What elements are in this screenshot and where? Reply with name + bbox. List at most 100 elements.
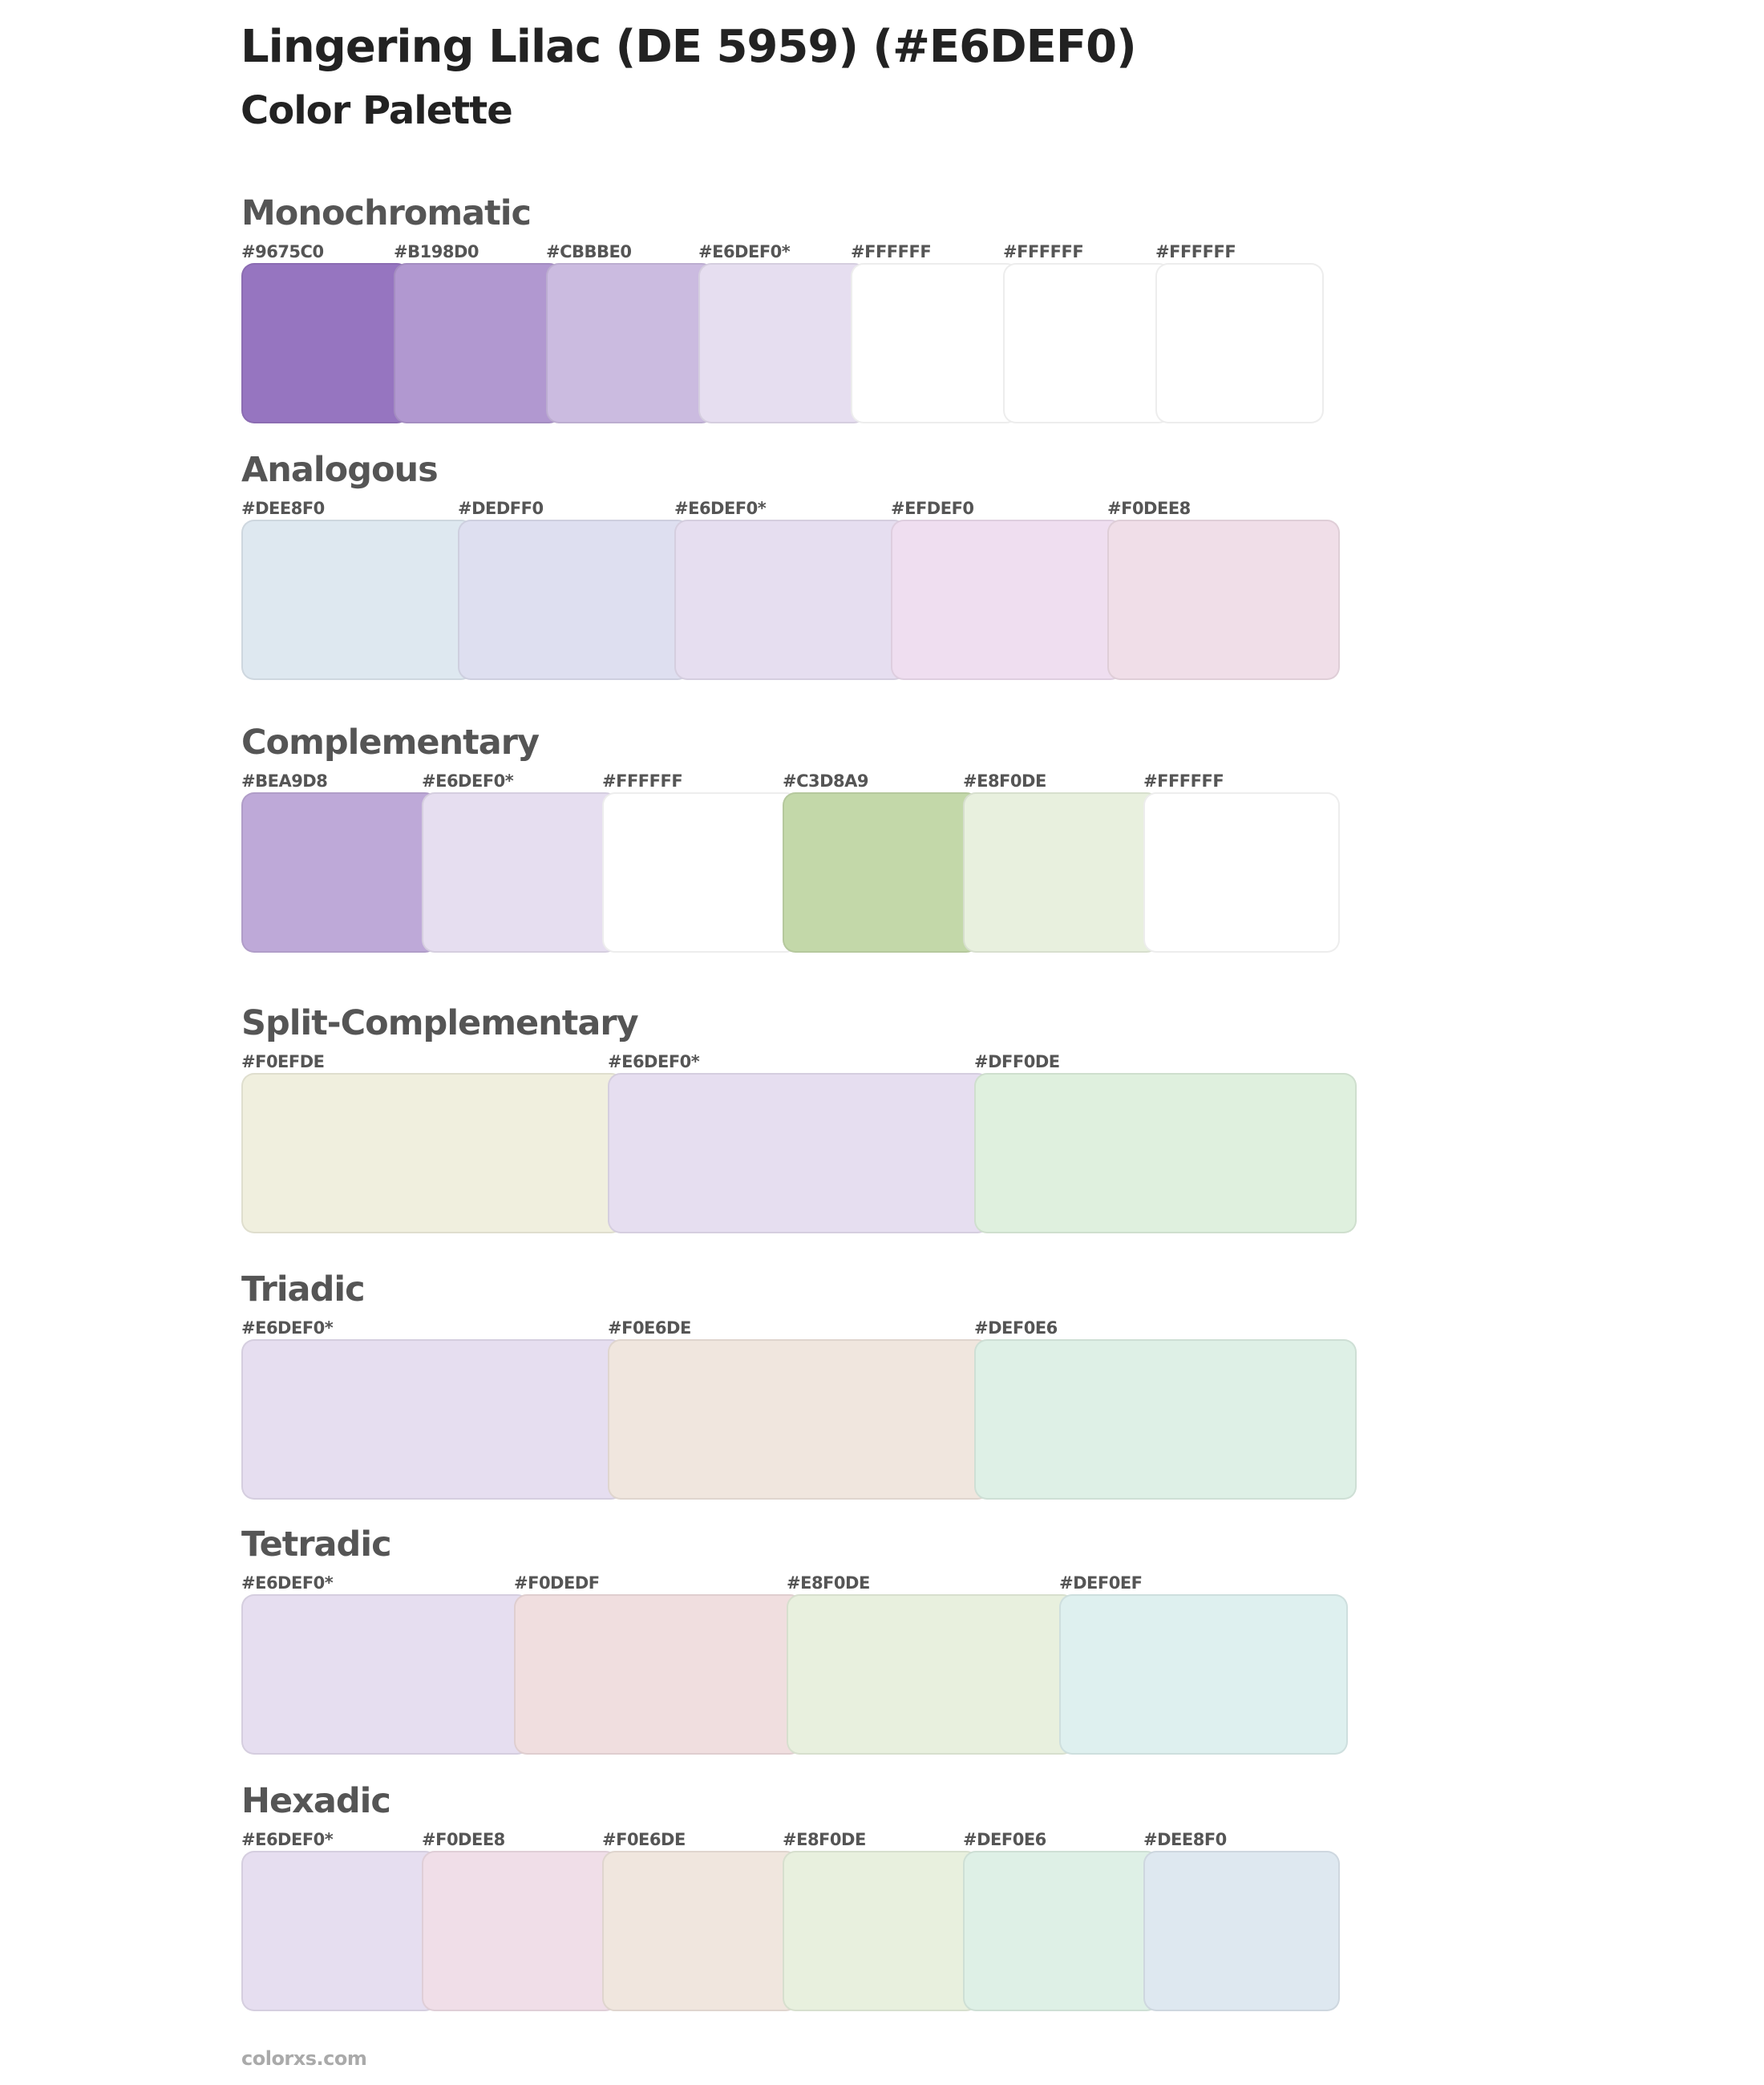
section-title: Analogous bbox=[241, 450, 439, 490]
swatch-color-block[interactable] bbox=[674, 520, 907, 680]
color-swatch[interactable]: #E8F0DE bbox=[963, 771, 1159, 953]
swatch-color-block[interactable] bbox=[608, 1339, 990, 1500]
swatch-color-block[interactable] bbox=[891, 520, 1123, 680]
swatch-color-block[interactable] bbox=[1107, 520, 1340, 680]
color-swatch[interactable]: #DEF0E6 bbox=[963, 1830, 1159, 2011]
color-swatch[interactable]: #E6DEF0* bbox=[241, 1573, 530, 1755]
swatch-color-block[interactable] bbox=[1143, 1851, 1340, 2011]
color-swatch[interactable]: #F0E6DE bbox=[608, 1318, 990, 1500]
swatch-hex-label: #E6DEF0* bbox=[674, 499, 767, 518]
swatch-color-block[interactable] bbox=[241, 1073, 624, 1233]
swatch-color-block[interactable] bbox=[394, 263, 562, 423]
color-swatch[interactable]: #BEA9D8 bbox=[241, 771, 438, 953]
swatch-hex-label: #BEA9D8 bbox=[241, 771, 328, 791]
color-swatch[interactable]: #FFFFFF bbox=[851, 242, 1019, 423]
color-swatch[interactable]: #F0DEE8 bbox=[422, 1830, 618, 2011]
swatch-color-block[interactable] bbox=[241, 792, 438, 953]
color-swatch[interactable]: #FFFFFF bbox=[1155, 242, 1324, 423]
color-swatch[interactable]: #F0DEDF bbox=[514, 1573, 803, 1755]
swatch-color-block[interactable] bbox=[698, 263, 867, 423]
swatch-strip: #9675C0 #B198D0 #CBBBE0 #E6DEF0* #FFFFFF #FFF… bbox=[241, 242, 1364, 423]
swatch-hex-label: #DEDFF0 bbox=[458, 499, 544, 518]
color-swatch[interactable]: #F0E6DE bbox=[602, 1830, 799, 2011]
color-swatch[interactable]: #FFFFFF bbox=[1143, 771, 1340, 953]
swatch-hex-label: #DEF0EF bbox=[1059, 1573, 1143, 1593]
swatch-color-block[interactable] bbox=[241, 520, 474, 680]
swatch-color-block[interactable] bbox=[1155, 263, 1324, 423]
swatch-color-block[interactable] bbox=[422, 1851, 618, 2011]
swatch-hex-label: #DEF0E6 bbox=[974, 1318, 1058, 1338]
color-swatch[interactable]: #DEE8F0 bbox=[1143, 1830, 1340, 2011]
color-swatch[interactable]: #E8F0DE bbox=[787, 1573, 1075, 1755]
color-swatch[interactable]: #B198D0 bbox=[394, 242, 562, 423]
swatch-color-block[interactable] bbox=[514, 1594, 803, 1755]
swatch-color-block[interactable] bbox=[241, 263, 410, 423]
section-hexadic: Hexadic #E6DEF0* #F0DEE8 #F0E6DE #E8F0DE #DEF… bbox=[241, 1779, 1364, 2019]
swatch-hex-label: #CBBBE0 bbox=[546, 242, 632, 261]
swatch-strip: #E6DEF0* #F0DEDF #E8F0DE #DEF0EF bbox=[241, 1573, 1364, 1755]
swatch-hex-label: #F0E6DE bbox=[602, 1830, 686, 1849]
color-swatch[interactable]: #DFF0DE bbox=[974, 1052, 1357, 1233]
color-swatch[interactable]: #DEF0E6 bbox=[974, 1318, 1357, 1500]
swatch-hex-label: #DFF0DE bbox=[974, 1052, 1060, 1071]
color-swatch[interactable]: #FFFFFF bbox=[1003, 242, 1171, 423]
swatch-color-block[interactable] bbox=[783, 1851, 979, 2011]
swatch-color-block[interactable] bbox=[602, 792, 799, 953]
swatch-color-block[interactable] bbox=[783, 792, 979, 953]
section-monochromatic: Monochromatic #9675C0 #B198D0 #CBBBE0 #E6DEF… bbox=[241, 191, 1364, 431]
site-credit[interactable]: colorxs.com bbox=[241, 2047, 367, 2070]
page-title: Lingering Lilac (DE 5959) (#E6DEF0) bbox=[241, 21, 1137, 73]
swatch-color-block[interactable] bbox=[851, 263, 1019, 423]
swatch-strip: #E6DEF0* #F0E6DE #DEF0E6 bbox=[241, 1318, 1364, 1500]
color-swatch[interactable]: #9675C0 bbox=[241, 242, 410, 423]
color-swatch[interactable]: #DEDFF0 bbox=[458, 499, 690, 680]
color-swatch[interactable]: #E6DEF0* bbox=[241, 1318, 624, 1500]
swatch-color-block[interactable] bbox=[1143, 792, 1340, 953]
color-swatch[interactable]: #DEF0EF bbox=[1059, 1573, 1348, 1755]
swatch-hex-label: #F0EFDE bbox=[241, 1052, 325, 1071]
color-swatch[interactable]: #E8F0DE bbox=[783, 1830, 979, 2011]
swatch-strip: #BEA9D8 #E6DEF0* #FFFFFF #C3D8A9 #E8F0DE #FFF… bbox=[241, 771, 1364, 953]
swatch-color-block[interactable] bbox=[602, 1851, 799, 2011]
swatch-hex-label: #FFFFFF bbox=[1155, 242, 1236, 261]
color-swatch[interactable]: #C3D8A9 bbox=[783, 771, 979, 953]
color-swatch[interactable]: #F0DEE8 bbox=[1107, 499, 1340, 680]
swatch-color-block[interactable] bbox=[963, 1851, 1159, 2011]
swatch-color-block[interactable] bbox=[241, 1339, 624, 1500]
swatch-strip: #DEE8F0 #DEDFF0 #E6DEF0* #EFDEF0 #F0DEE8 bbox=[241, 499, 1364, 680]
color-swatch[interactable]: #F0EFDE bbox=[241, 1052, 624, 1233]
color-swatch[interactable]: #E6DEF0* bbox=[422, 771, 618, 953]
swatch-color-block[interactable] bbox=[241, 1594, 530, 1755]
color-swatch[interactable]: #FFFFFF bbox=[602, 771, 799, 953]
section-complementary: Complementary #BEA9D8 #E6DEF0* #FFFFFF #C3D8… bbox=[241, 720, 1364, 961]
swatch-color-block[interactable] bbox=[787, 1594, 1075, 1755]
swatch-strip: #F0EFDE #E6DEF0* #DFF0DE bbox=[241, 1052, 1364, 1233]
swatch-color-block[interactable] bbox=[608, 1073, 990, 1233]
swatch-color-block[interactable] bbox=[458, 520, 690, 680]
color-swatch[interactable]: #CBBBE0 bbox=[546, 242, 714, 423]
color-swatch[interactable]: #E6DEF0* bbox=[698, 242, 867, 423]
section-triadic: Triadic #E6DEF0* #F0E6DE #DEF0E6 bbox=[241, 1267, 1364, 1508]
color-swatch[interactable]: #DEE8F0 bbox=[241, 499, 474, 680]
swatch-hex-label: #E6DEF0* bbox=[422, 771, 514, 791]
swatch-color-block[interactable] bbox=[422, 792, 618, 953]
color-swatch[interactable]: #E6DEF0* bbox=[674, 499, 907, 680]
swatch-color-block[interactable] bbox=[974, 1073, 1357, 1233]
swatch-hex-label: #F0DEE8 bbox=[1107, 499, 1191, 518]
color-swatch[interactable]: #E6DEF0* bbox=[608, 1052, 990, 1233]
swatch-color-block[interactable] bbox=[546, 263, 714, 423]
swatch-hex-label: #E8F0DE bbox=[787, 1573, 870, 1593]
swatch-hex-label: #E6DEF0* bbox=[241, 1830, 334, 1849]
color-swatch[interactable]: #E6DEF0* bbox=[241, 1830, 438, 2011]
swatch-color-block[interactable] bbox=[1059, 1594, 1348, 1755]
section-title: Split-Complementary bbox=[241, 1003, 639, 1043]
swatch-color-block[interactable] bbox=[1003, 263, 1171, 423]
swatch-color-block[interactable] bbox=[974, 1339, 1357, 1500]
swatch-hex-label: #F0E6DE bbox=[608, 1318, 691, 1338]
swatch-hex-label: #9675C0 bbox=[241, 242, 324, 261]
section-split-complementary: Split-Complementary #F0EFDE #E6DEF0* #DFF0D… bbox=[241, 1001, 1364, 1241]
color-swatch[interactable]: #EFDEF0 bbox=[891, 499, 1123, 680]
swatch-hex-label: #FFFFFF bbox=[1003, 242, 1084, 261]
swatch-color-block[interactable] bbox=[963, 792, 1159, 953]
swatch-color-block[interactable] bbox=[241, 1851, 438, 2011]
